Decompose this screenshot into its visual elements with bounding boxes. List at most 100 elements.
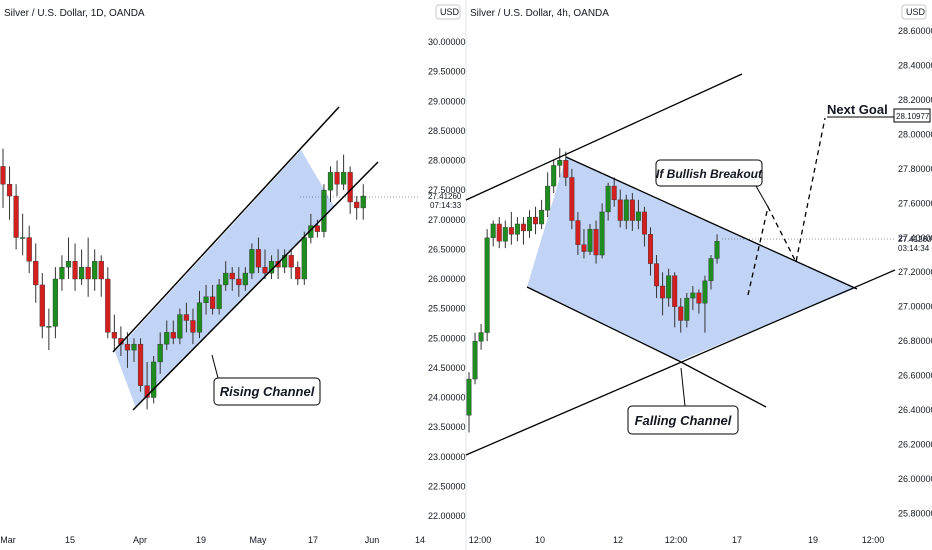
four-hour-candle-body: [672, 275, 678, 307]
next-goal-callout: Next Goal: [827, 102, 894, 118]
daily-currency-badge[interactable]: USD: [435, 4, 461, 20]
daily-candle-body: [223, 272, 229, 286]
four-hour-candle-body: [690, 292, 696, 299]
daily-candle-body: [105, 278, 111, 333]
daily-time-tick: Mar: [0, 535, 16, 545]
four-hour-last-price: 27.41260: [898, 235, 932, 244]
daily-currency-label: USD: [440, 7, 460, 17]
daily-candle-body: [288, 255, 294, 268]
daily-time-tick: 19: [196, 535, 206, 545]
next-goal-label: Next Goal: [827, 102, 888, 117]
daily-candle-body: [65, 261, 72, 268]
four-hour-candle-body: [533, 216, 539, 225]
daily-candle-body: [0, 166, 6, 185]
daily-candle-body: [216, 284, 222, 309]
four-hour-candle-body: [623, 199, 629, 221]
four-hour-candle-body: [508, 227, 514, 235]
daily-price-tick: 29.00000: [428, 96, 466, 106]
four-hour-candle-body: [551, 165, 557, 187]
four-hour-price-tick: 28.40000: [898, 60, 932, 70]
four-hour-price-axis: 25.80000 26.00000 26.20000 26.40000 26.60000…: [898, 26, 932, 518]
four-hour-candle-body: [666, 275, 672, 299]
triangle-lower-line: [526, 286, 680, 362]
four-hour-time-axis: 12:00 10 12 12:00 17 19 12:00: [469, 535, 885, 545]
four-hour-chart-title: Silver / U.S. Dollar, 4h, OANDA: [470, 8, 609, 19]
four-hour-price-tick: 25.80000: [898, 508, 932, 518]
four-hour-candle-body: [696, 292, 702, 304]
daily-price-tick: 22.50000: [428, 481, 466, 491]
daily-candle-body: [98, 261, 104, 280]
target-price-tag: 28.10977: [893, 108, 931, 123]
daily-candle-body: [242, 272, 248, 286]
four-hour-candle-body: [527, 216, 533, 232]
rising-channel-callout: Rising Channel: [211, 354, 321, 406]
daily-candle-body: [137, 343, 144, 386]
four-hour-time-tick: 12:00: [469, 535, 492, 545]
daily-price-tick: 26.50000: [428, 244, 466, 254]
daily-candle-body: [347, 172, 353, 203]
four-hour-candle-body: [648, 234, 654, 264]
four-hour-candle-body: [641, 211, 647, 235]
daily-price-tick: 29.50000: [428, 67, 466, 77]
daily-candle-body: [78, 266, 85, 280]
daily-last-price: 27.41260: [428, 192, 462, 201]
four-hour-candle-body: [581, 244, 587, 252]
daily-candle-body: [170, 332, 176, 339]
daily-price-tick: 28.50000: [428, 126, 466, 136]
daily-price-tick: 30.00000: [428, 37, 466, 47]
daily-candle-body: [249, 249, 255, 274]
four-hour-candle-body: [714, 241, 720, 259]
daily-candle-body: [157, 343, 163, 363]
four-hour-candle-body: [539, 209, 545, 225]
daily-price-tick: 23.00000: [428, 452, 466, 462]
outer-channel-upper-line: [465, 73, 743, 201]
four-hour-price-tick: 26.40000: [898, 405, 932, 415]
four-hour-candle-body: [654, 263, 660, 287]
daily-candle-body: [52, 278, 59, 327]
daily-time-tick: 17: [308, 535, 318, 545]
four-hour-price-tick: 26.80000: [898, 336, 932, 346]
daily-candle-body: [262, 266, 268, 274]
daily-price-tick: 24.00000: [428, 393, 466, 403]
bullish-breakout-callout: If Bullish Breakout: [655, 159, 769, 208]
daily-time-tick: 15: [65, 535, 75, 545]
falling-channel-lower-line: [678, 360, 767, 408]
four-hour-price-tick: 27.80000: [898, 164, 932, 174]
daily-candle-body: [282, 255, 288, 268]
daily-candle-body: [13, 195, 19, 238]
daily-candle-body: [209, 296, 216, 309]
four-hour-time-tick: 19: [808, 535, 818, 545]
triangle-upper-line: [565, 156, 858, 290]
four-hour-candle-body: [678, 306, 684, 321]
four-hour-candle-body: [466, 378, 472, 416]
four-hour-candle-body: [490, 223, 496, 238]
daily-candle-body: [111, 332, 117, 339]
four-hour-candle-body: [502, 227, 508, 242]
daily-candle-body: [72, 261, 78, 280]
daily-candle-body: [301, 237, 307, 280]
four-hour-price-tick: 28.60000: [898, 26, 932, 36]
daily-candle-body: [334, 172, 340, 185]
four-hour-candle-body: [484, 237, 490, 333]
four-hour-time-tick: 12: [613, 535, 623, 545]
four-hour-candle-body: [629, 199, 635, 221]
daily-price-tick: 27.00000: [428, 215, 466, 225]
daily-candle-body: [314, 225, 321, 232]
four-hour-time-tick: 17: [732, 535, 742, 545]
four-hour-currency-badge[interactable]: USD: [901, 4, 927, 20]
daily-price-tick: 25.00000: [428, 333, 466, 343]
daily-price-axis: 22.00000 22.50000 23.00000 23.50000 24.00000…: [428, 37, 466, 521]
daily-candle-body: [360, 195, 366, 209]
four-hour-candle-body: [617, 199, 623, 221]
daily-candle-body: [164, 332, 170, 345]
four-hour-price-tick: 28.00000: [898, 129, 932, 139]
four-hour-candle-body: [593, 228, 599, 256]
four-hour-candle-body: [599, 211, 605, 256]
four-hour-candle-body: [478, 332, 484, 342]
daily-candle-body: [229, 272, 235, 280]
four-hour-candle-body: [587, 228, 593, 252]
rising-channel-upper-line: [112, 106, 340, 353]
four-hour-chart-panel: Silver / U.S. Dollar, 4h, OANDA 25.80000…: [465, 4, 932, 545]
four-hour-price-tick: 28.20000: [898, 95, 932, 105]
daily-candle-body: [144, 385, 150, 398]
